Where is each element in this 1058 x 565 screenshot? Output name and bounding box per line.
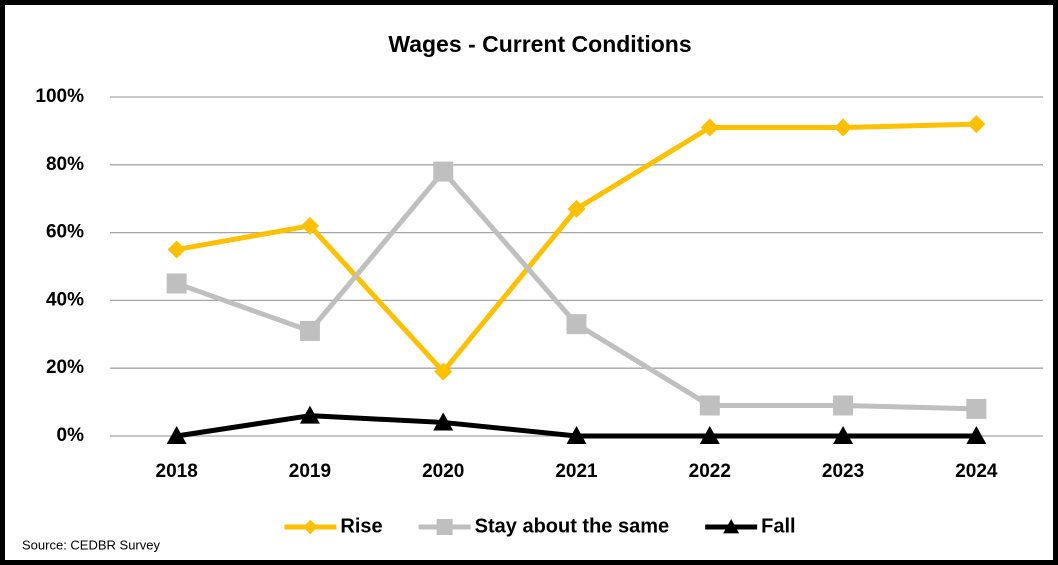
x-tick-label: 2024: [955, 461, 998, 482]
x-tick-label: 2021: [555, 461, 598, 482]
x-tick-label: 2020: [422, 461, 464, 482]
marker: [436, 519, 453, 535]
marker: [723, 519, 740, 534]
marker: [300, 216, 319, 235]
marker: [834, 118, 853, 137]
marker: [566, 314, 587, 335]
marker: [167, 240, 186, 259]
y-tick-label: 0%: [57, 425, 85, 446]
source-note: Source: CEDBR Survey: [22, 537, 160, 552]
marker: [166, 273, 187, 294]
marker: [166, 426, 187, 444]
marker: [434, 362, 453, 381]
marker: [567, 199, 586, 218]
y-tick-label: 60%: [46, 222, 84, 243]
marker: [833, 395, 854, 416]
marker: [299, 320, 320, 341]
y-tick-label: 40%: [46, 289, 84, 310]
legend-label: Fall: [761, 515, 795, 537]
y-tick-label: 100%: [35, 86, 84, 107]
chart-title: Wages - Current Conditions: [388, 31, 691, 57]
y-tick-label: 80%: [46, 154, 84, 175]
legend-label: Rise: [340, 515, 382, 537]
x-tick-label: 2022: [689, 461, 731, 482]
x-tick-label: 2023: [822, 461, 864, 482]
marker: [566, 426, 587, 444]
marker: [699, 426, 720, 444]
marker: [700, 118, 719, 137]
x-tick-label: 2018: [156, 461, 198, 482]
marker: [833, 426, 854, 444]
marker: [699, 395, 720, 416]
x-tick-label: 2019: [289, 461, 331, 482]
y-tick-label: 20%: [46, 357, 84, 378]
legend-label: Stay about the same: [475, 515, 670, 537]
marker: [966, 398, 987, 419]
marker: [303, 519, 318, 535]
marker: [299, 405, 320, 424]
marker: [433, 412, 454, 431]
marker: [967, 115, 986, 134]
marker: [433, 161, 454, 182]
marker: [966, 426, 987, 444]
